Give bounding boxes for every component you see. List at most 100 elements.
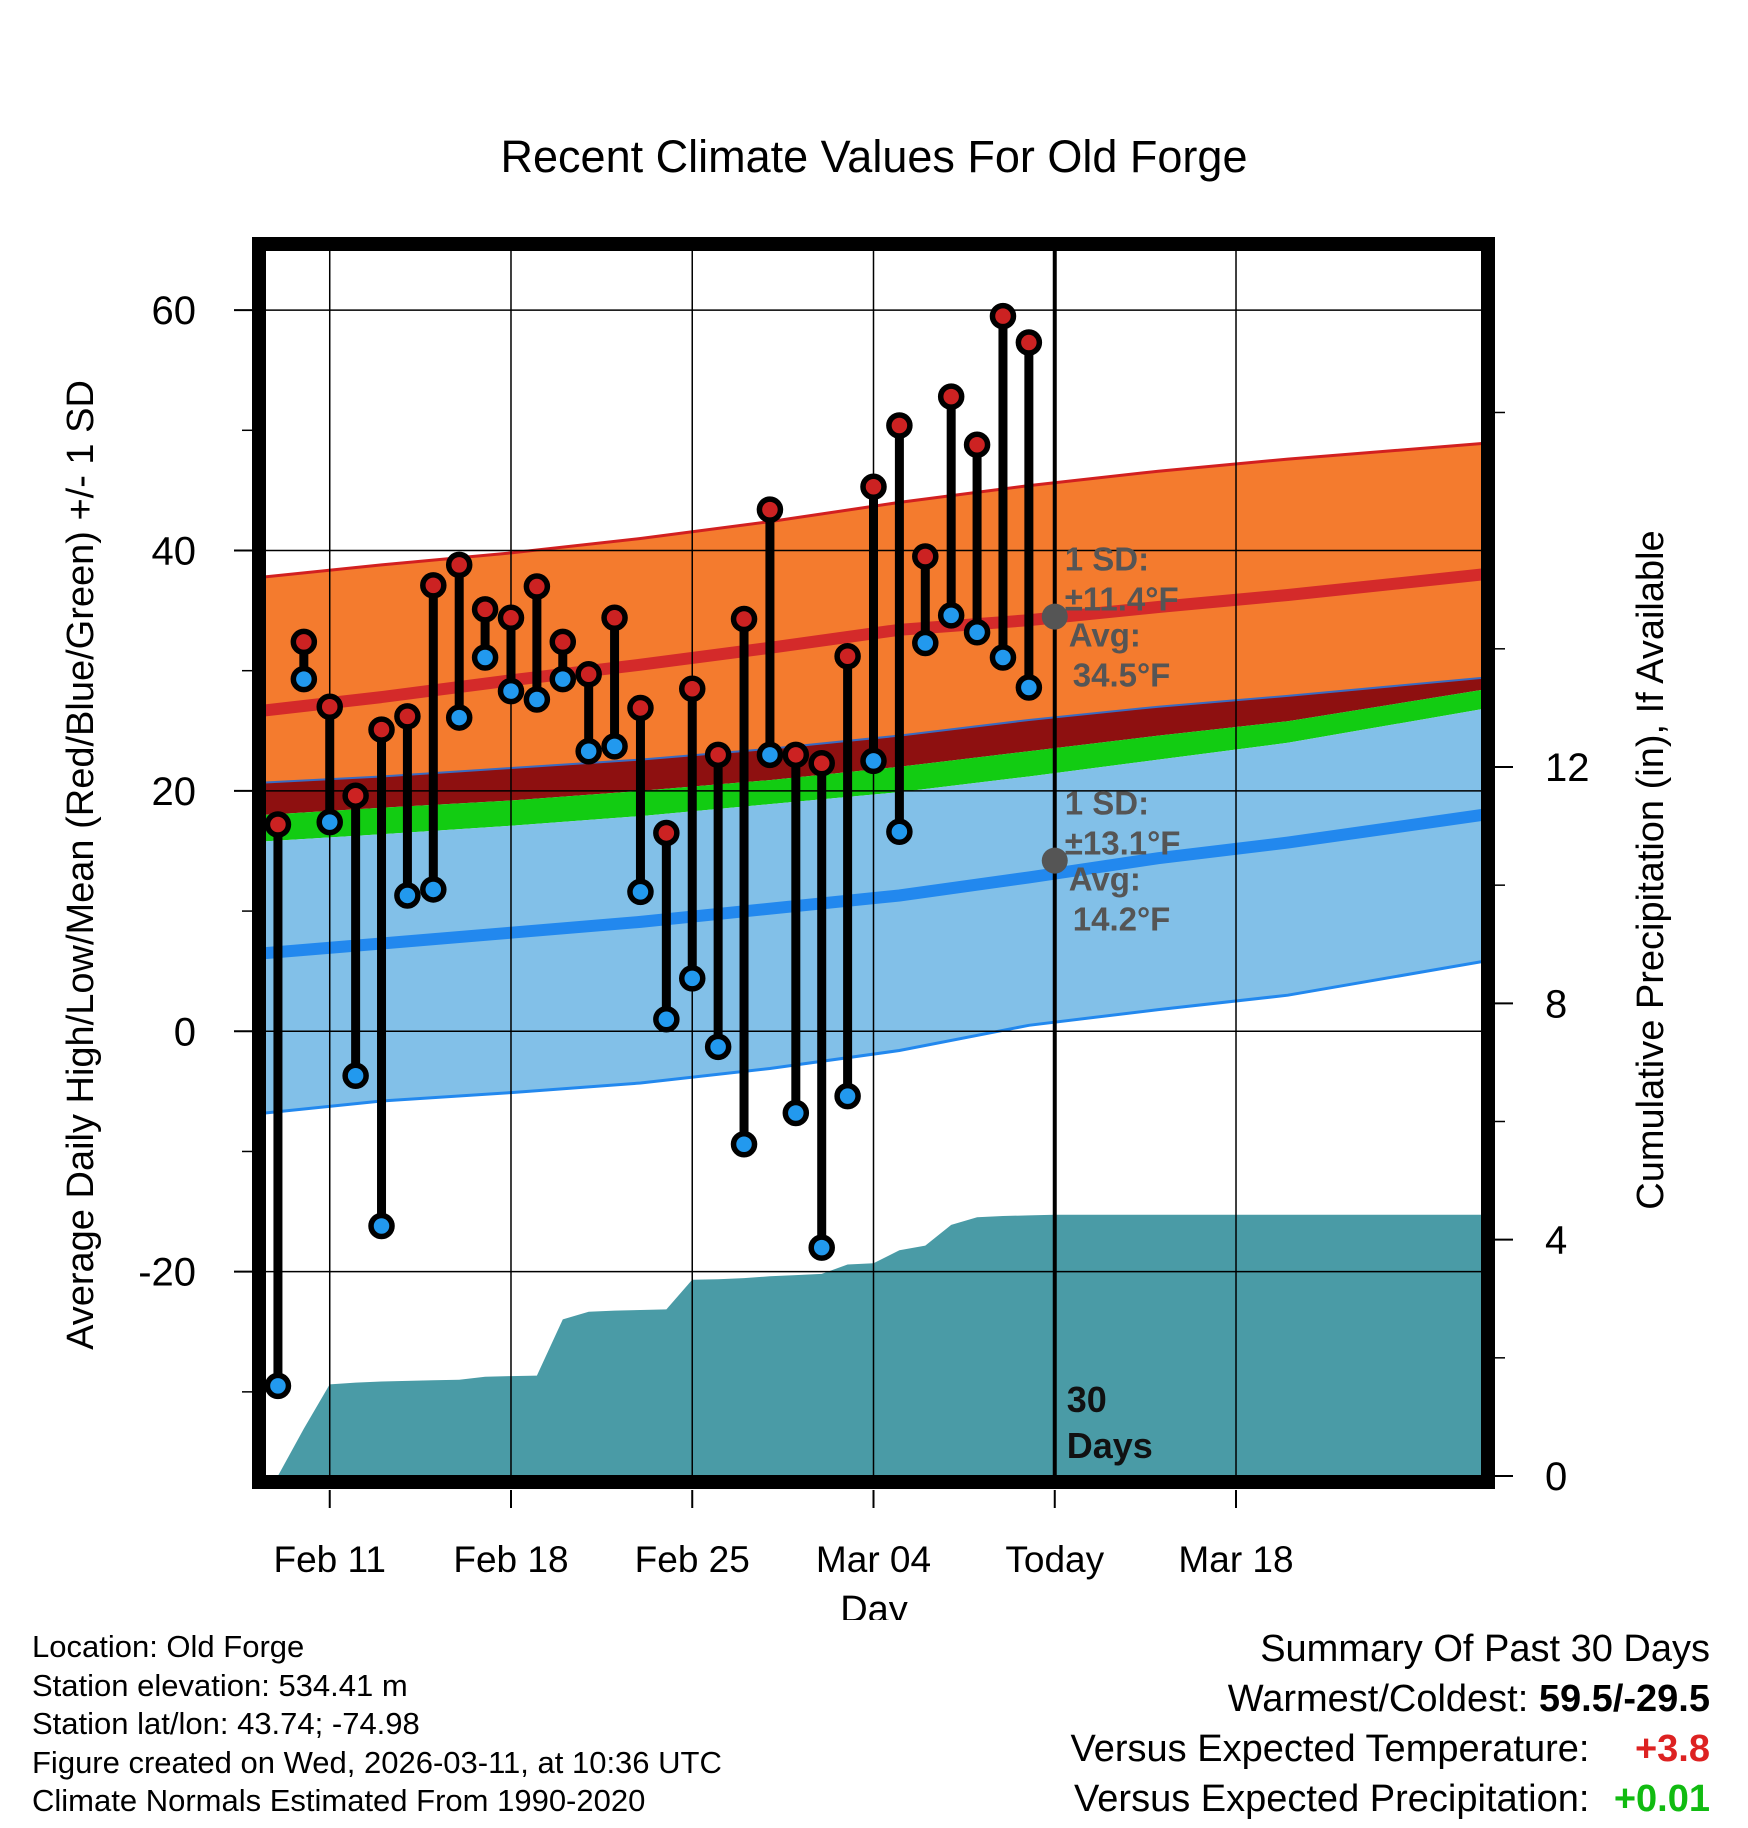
daily-high-point (937, 383, 965, 410)
y-axis-label-right: Cumulative Precipitation (in), If Availa… (1630, 530, 1672, 1209)
x-tick-label: Feb 18 (453, 1539, 568, 1580)
daily-low-point (368, 1212, 395, 1240)
today-window-label: 30 Days (1067, 1379, 1153, 1466)
daily-low-point (756, 741, 784, 769)
summary-title: Summary Of Past 30 Days (1260, 1628, 1710, 1670)
y-tick-label-right: 0 (1545, 1455, 1567, 1499)
daily-low-point (912, 629, 939, 657)
daily-low-point (808, 1234, 835, 1261)
info-created: Figure created on Wed, 2026-03-11, at 10… (32, 1744, 722, 1780)
high-avg-label: Avg: (1069, 617, 1141, 654)
precip-value: +0.01 (1613, 1778, 1710, 1820)
daily-low-point (394, 882, 421, 909)
warmest-label: Warmest/Coldest: (1227, 1678, 1529, 1720)
daily-high-point (316, 693, 343, 720)
daily-high-point (860, 473, 887, 501)
info-latlon: Station lat/lon: 43.74; -74.98 (32, 1706, 420, 1741)
y-tick-label-right: 12 (1545, 746, 1590, 790)
daily-low-point (1015, 674, 1043, 701)
daily-values (265, 302, 1043, 1400)
daily-high-point (368, 716, 395, 743)
low-avg-value: 14.2°F (1073, 901, 1171, 938)
daily-low-point (963, 618, 991, 646)
x-tick-label: Feb 11 (274, 1539, 386, 1580)
precip-label: Versus Expected Precipitation: (1074, 1778, 1590, 1820)
y-tick-label-left: 40 (152, 529, 197, 573)
daily-low-point (937, 602, 965, 629)
daily-low-point (523, 686, 551, 713)
daily-high-point (445, 551, 473, 579)
daily-low-point (834, 1082, 861, 1110)
high-band-lower-edge (265, 676, 1482, 784)
summary-panel: Summary Of Past 30 Days Warmest/Coldest:… (1071, 1624, 1710, 1824)
warmest-value: 59.5/-29.5 (1538, 1678, 1710, 1720)
daily-high-point (601, 604, 628, 632)
daily-low-point (290, 665, 318, 693)
daily-high-point (678, 675, 706, 702)
daily-high-point (523, 573, 551, 600)
low-normal-line (265, 808, 1482, 960)
climate-chart: Recent Climate Values For Old Forge 30 Da… (60, 131, 1672, 1620)
high-sd-label: 1 SD: (1065, 541, 1149, 578)
summary-temp-row: Versus Expected Temperature: +3.8 (1071, 1724, 1710, 1774)
daily-low-point (316, 808, 343, 836)
info-normals: Climate Normals Estimated From 1990-2020 (32, 1783, 646, 1818)
low-sd-label: 1 SD: (1065, 785, 1149, 822)
daily-low-point (445, 704, 473, 731)
daily-low-point (601, 733, 628, 760)
daily-high-point (290, 628, 318, 656)
daily-low-point (420, 876, 447, 903)
x-tick-label: Feb 25 (635, 1539, 750, 1580)
x-tick-label: Mar 18 (1178, 1539, 1293, 1580)
daily-low-point (265, 1372, 292, 1400)
daily-low-point (782, 1099, 810, 1127)
daily-high-point (963, 431, 991, 458)
daily-low-point (678, 965, 706, 992)
daily-high-point (808, 749, 835, 777)
daily-low-point (860, 747, 887, 775)
daily-low-point (989, 644, 1017, 671)
y-axis-label-left: Average Daily High/Low/Mean (Red/Blue/Gr… (60, 380, 102, 1350)
y-tick-label-right: 8 (1545, 982, 1567, 1026)
daily-high-point (653, 819, 680, 847)
high-band-upper-edge (265, 442, 1482, 579)
daily-low-point (704, 1033, 732, 1061)
x-tick-label: Today (1005, 1539, 1104, 1580)
daily-high-point (394, 703, 421, 730)
low-sd-value: ±13.1°F (1065, 825, 1181, 862)
station-info: Location: Old Forge Station elevation: 5… (32, 1628, 722, 1821)
x-axis-label: Day (840, 1589, 908, 1620)
daily-high-point (575, 661, 602, 688)
y-tick-label-left: 60 (152, 289, 197, 333)
daily-low-point (549, 665, 577, 693)
chart-title: Recent Climate Values For Old Forge (501, 131, 1248, 182)
info-location: Location: Old Forge (32, 1629, 305, 1664)
daily-high-point (912, 543, 939, 570)
precipitation-area (277, 1214, 1482, 1476)
y-tick-label-left: 20 (152, 770, 197, 814)
summary-warmest-row: Warmest/Coldest: 59.5/-29.5 (1071, 1674, 1710, 1724)
plot-frame (252, 237, 1495, 1489)
daily-high-point (342, 782, 369, 809)
daily-high-point (886, 412, 913, 439)
daily-high-point (834, 643, 861, 670)
daily-high-point (497, 604, 525, 632)
temp-value: +3.8 (1634, 1728, 1710, 1770)
daily-low-point (342, 1062, 369, 1089)
y-tick-label-left: -20 (138, 1251, 196, 1295)
daily-low-point (730, 1131, 758, 1158)
high-avg-marker (1041, 603, 1068, 630)
daily-high-point (782, 741, 810, 769)
daily-low-point (653, 1006, 680, 1033)
temp-label: Versus Expected Temperature: (1070, 1728, 1590, 1770)
low-avg-marker (1041, 847, 1068, 874)
daily-high-point (549, 628, 577, 656)
daily-high-point (730, 605, 758, 633)
low-avg-label: Avg: (1069, 861, 1141, 898)
daily-low-point (886, 818, 913, 845)
daily-low-point (471, 644, 499, 671)
daily-high-point (627, 694, 654, 722)
high-normal-line (265, 568, 1482, 717)
